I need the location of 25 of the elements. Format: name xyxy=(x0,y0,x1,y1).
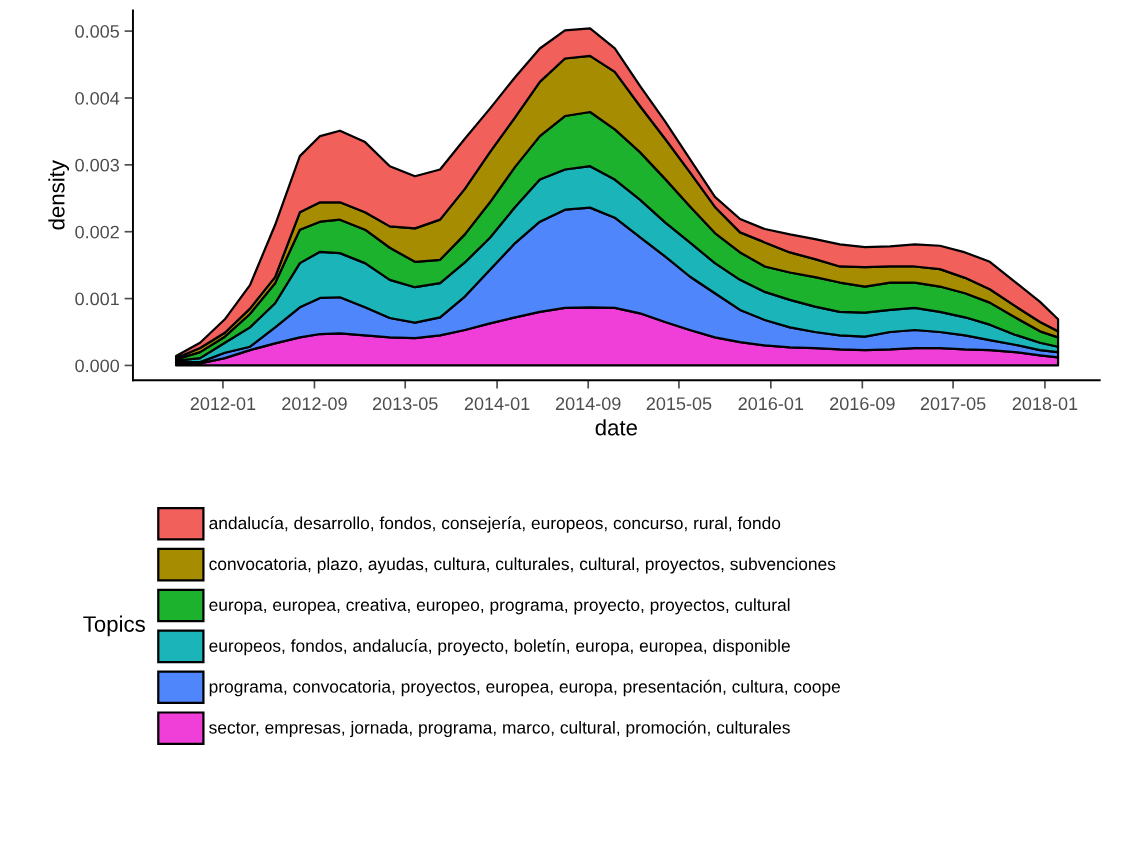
x-tick-label: 2012-09 xyxy=(282,397,347,411)
y-axis-title: density xyxy=(48,160,70,230)
x-tick-label: 2016-09 xyxy=(830,397,895,411)
x-tick-label: 2014-01 xyxy=(464,397,530,411)
legend-label: convocatoria, plazo, ayudas, cultura, culturales, cultural, proyectos, subvenciones xyxy=(209,557,836,574)
x-tick-label: 2014-09 xyxy=(555,397,621,411)
y-tick-label: 0.005 xyxy=(75,25,119,38)
y-tick-label: 0.002 xyxy=(75,225,119,239)
x-tick-label: 2015-05 xyxy=(646,397,712,411)
legend-label: sector, empresas, jornada, programa, marco, cultural, promoción, culturales xyxy=(209,720,790,738)
y-tick-label: 0.003 xyxy=(75,158,119,172)
x-tick-label: 2016-01 xyxy=(738,397,804,411)
x-tick-label: 2017-05 xyxy=(920,397,986,411)
legend-label: andalucía, desarrollo, fondos, consejería, europeos, concurso, rural, fondo xyxy=(209,516,781,533)
y-tick-label: 0.004 xyxy=(75,91,120,105)
x-tick-label: 2018-01 xyxy=(1012,397,1078,411)
x-tick-label: 2013-05 xyxy=(372,397,438,411)
legend-label: europa, europea, creativa, europeo, programa, proyecto, proyectos, cultural xyxy=(209,598,790,615)
legend-label: programa, convocatoria, proyectos, europea, europa, presentación, cultura, coope xyxy=(209,679,840,697)
x-axis-title: date xyxy=(595,419,637,436)
y-tick-label: 0.001 xyxy=(75,292,119,306)
y-tick-label: 0.000 xyxy=(75,359,120,373)
legend-label: europeos, fondos, andalucía, proyecto, boletín, europa, europea, disponible xyxy=(209,638,790,656)
x-tick-label: 2012-01 xyxy=(190,397,256,411)
legend-title: Topics xyxy=(83,615,145,637)
